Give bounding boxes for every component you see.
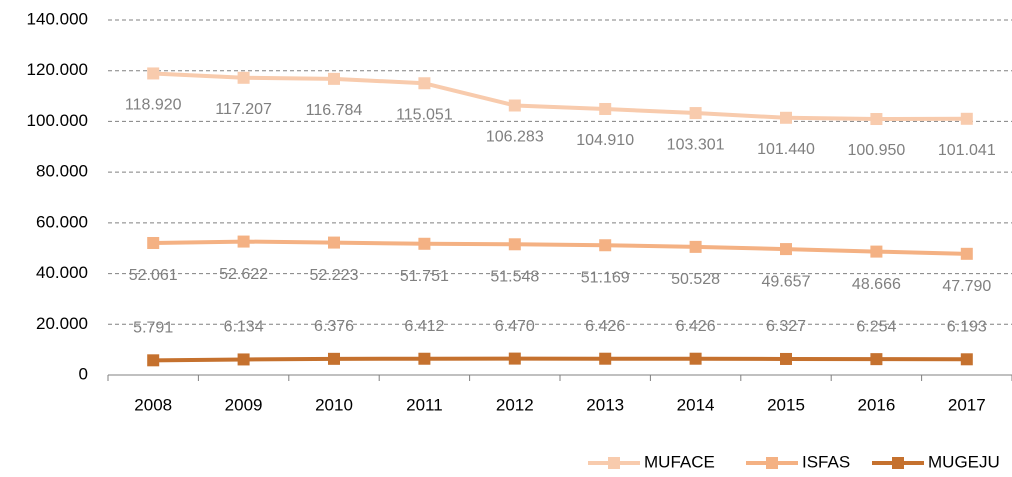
marker bbox=[508, 99, 521, 112]
marker bbox=[147, 236, 160, 249]
marker bbox=[960, 112, 973, 125]
data-label: 6.376 bbox=[314, 318, 354, 335]
data-label: 104.910 bbox=[576, 132, 634, 149]
data-label: 52.223 bbox=[310, 267, 359, 284]
data-label: 49.657 bbox=[762, 273, 811, 290]
y-tick-label: 140.000 bbox=[27, 9, 88, 28]
marker bbox=[689, 240, 702, 253]
data-label: 51.548 bbox=[490, 269, 539, 286]
marker bbox=[689, 107, 702, 120]
y-tick-label: 20.000 bbox=[36, 314, 88, 333]
marker bbox=[237, 235, 250, 248]
data-label: 52.061 bbox=[129, 267, 178, 284]
data-label: 106.283 bbox=[486, 129, 544, 146]
marker bbox=[237, 71, 250, 84]
series-line bbox=[153, 71, 967, 122]
y-tick-label: 80.000 bbox=[36, 162, 88, 181]
marker bbox=[328, 352, 340, 365]
x-tick-label: 2017 bbox=[948, 395, 986, 414]
legend-label: ISFAS bbox=[802, 452, 850, 471]
marker bbox=[418, 352, 431, 365]
data-label: 118.920 bbox=[125, 97, 182, 114]
data-label: 6.193 bbox=[947, 319, 987, 336]
data-label: 103.301 bbox=[667, 136, 725, 153]
legend-marker bbox=[766, 457, 778, 469]
data-label: 51.751 bbox=[400, 268, 449, 285]
data-label: 52.622 bbox=[219, 266, 268, 283]
x-tick-label: 2008 bbox=[134, 395, 172, 414]
marker bbox=[418, 237, 431, 250]
marker bbox=[508, 238, 521, 251]
x-tick-label: 2010 bbox=[315, 395, 353, 414]
legend-label: MUFACE bbox=[644, 452, 715, 471]
y-tick-label: 120.000 bbox=[27, 60, 88, 79]
x-tick-label: 2012 bbox=[496, 395, 534, 414]
x-tick-label: 2013 bbox=[586, 395, 624, 414]
marker bbox=[508, 352, 521, 365]
marker bbox=[780, 243, 792, 256]
data-label: 100.950 bbox=[847, 142, 905, 159]
series-line bbox=[153, 239, 967, 256]
marker bbox=[599, 352, 612, 365]
marker bbox=[147, 354, 160, 367]
marker bbox=[599, 102, 612, 115]
marker bbox=[870, 113, 883, 126]
marker bbox=[328, 72, 340, 85]
marker bbox=[780, 111, 792, 124]
legend-label: MUGEJU bbox=[928, 452, 1000, 471]
data-label: 6.327 bbox=[766, 318, 806, 335]
data-label: 101.041 bbox=[938, 142, 996, 159]
data-label: 115.051 bbox=[396, 106, 453, 123]
data-label: 6.426 bbox=[676, 318, 716, 335]
data-label: 47.790 bbox=[942, 278, 991, 295]
data-label: 101.440 bbox=[757, 141, 815, 158]
marker bbox=[599, 239, 612, 252]
marker bbox=[960, 353, 973, 366]
legend-marker bbox=[608, 457, 620, 469]
data-label: 50.528 bbox=[671, 271, 720, 288]
x-tick-label: 2015 bbox=[767, 395, 805, 414]
marker bbox=[870, 353, 883, 366]
y-tick-label: 0 bbox=[79, 364, 88, 383]
marker bbox=[870, 245, 883, 258]
marker bbox=[328, 236, 340, 249]
data-label: 5.791 bbox=[133, 320, 173, 337]
data-label: 51.169 bbox=[581, 269, 630, 286]
x-tick-label: 2014 bbox=[677, 395, 715, 414]
data-label: 48.666 bbox=[852, 276, 901, 293]
data-label: 6.254 bbox=[856, 318, 896, 335]
series-line bbox=[153, 356, 967, 363]
y-tick-label: 100.000 bbox=[27, 111, 88, 130]
y-tick-label: 60.000 bbox=[36, 212, 88, 231]
data-label: 116.784 bbox=[306, 102, 363, 119]
marker bbox=[780, 352, 792, 365]
marker bbox=[147, 67, 160, 80]
x-tick-label: 2016 bbox=[857, 395, 895, 414]
legend-marker bbox=[892, 457, 904, 469]
data-label: 6.412 bbox=[404, 318, 444, 335]
data-label: 117.207 bbox=[215, 101, 272, 118]
marker bbox=[960, 247, 973, 260]
data-label: 6.470 bbox=[495, 318, 535, 335]
x-tick-label: 2011 bbox=[406, 395, 443, 414]
marker bbox=[237, 353, 250, 366]
data-label: 6.426 bbox=[585, 318, 625, 335]
x-tick-label: 2009 bbox=[225, 395, 263, 414]
data-label: 6.134 bbox=[224, 319, 264, 336]
marker bbox=[418, 77, 431, 90]
marker bbox=[689, 352, 702, 365]
y-tick-label: 40.000 bbox=[36, 263, 88, 282]
